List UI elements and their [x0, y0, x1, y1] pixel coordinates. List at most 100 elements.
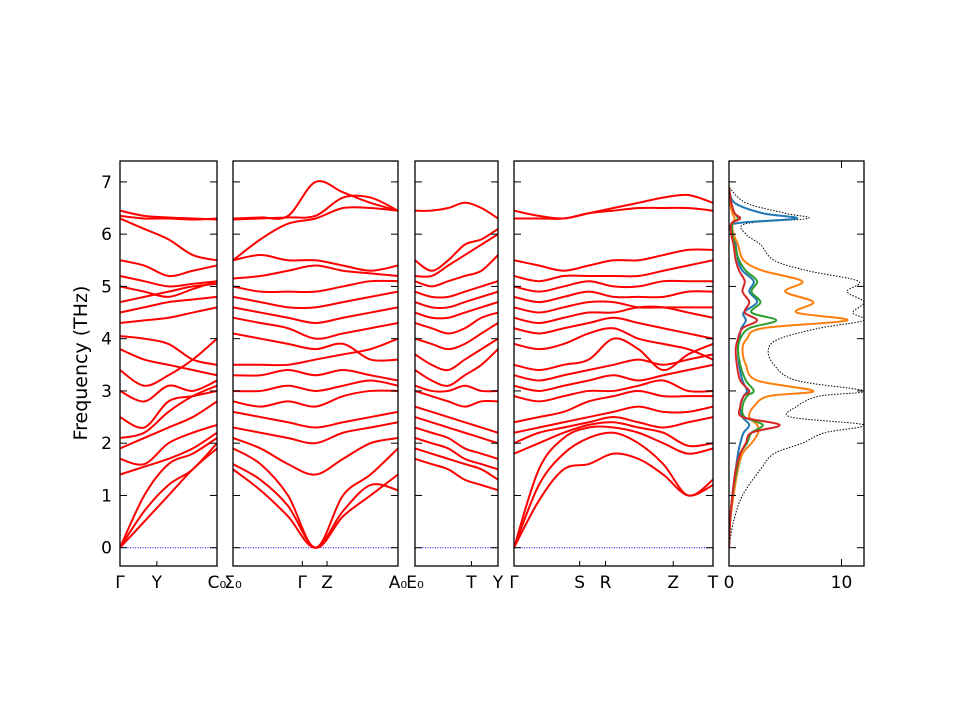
- phonon-band-17: [415, 233, 498, 278]
- phonon-band-10: [120, 337, 217, 387]
- y-tick-label: 7: [101, 173, 112, 193]
- phonon-band-11: [233, 332, 398, 362]
- phonon-band-4: [415, 426, 498, 460]
- panel-plot-area-3: [415, 201, 498, 549]
- phonon-band-1: [415, 457, 498, 492]
- panel-3: E₀ T Y: [406, 160, 504, 593]
- phonon-band-7: [415, 389, 498, 408]
- phonon-band-12: [415, 311, 498, 335]
- phonon-band-15: [233, 279, 398, 294]
- phonon-band-6: [514, 405, 713, 434]
- panel-frame: [728, 160, 865, 567]
- phonon-band-2: [415, 447, 498, 481]
- high-symmetry-label: Σ₀: [224, 573, 242, 593]
- high-symmetry-label: Z: [667, 573, 679, 593]
- phonon-band-3: [514, 425, 713, 549]
- phonon-band-10: [514, 353, 713, 382]
- y-tick-label: 1: [101, 486, 112, 506]
- phonon-band-2: [514, 431, 713, 549]
- phonon-band-3: [233, 447, 398, 549]
- high-symmetry-label: C₀: [208, 573, 227, 593]
- phonon-band-11: [415, 322, 498, 351]
- phonon-band-15: [514, 300, 713, 314]
- phonon-band-8: [233, 379, 398, 393]
- phonon-band-5: [120, 423, 217, 466]
- y-tick-label: 2: [101, 434, 112, 454]
- phonon-band-21: [120, 214, 217, 221]
- phonon-band-13: [514, 316, 713, 340]
- phonon-band-19: [415, 201, 498, 220]
- phonon-band-6: [233, 410, 398, 429]
- phonon-band-16: [415, 254, 498, 288]
- high-symmetry-label: Γ: [115, 573, 125, 593]
- y-tick-label: 5: [101, 277, 112, 297]
- high-symmetry-label: Y: [151, 573, 163, 593]
- x-tick-label: 10: [831, 573, 853, 593]
- phonon-band-12: [514, 327, 713, 361]
- total-dos-line: [729, 186, 864, 548]
- phonon-band-15: [120, 282, 217, 304]
- phonon-band-10: [415, 337, 498, 372]
- phonon-band-13: [415, 301, 498, 320]
- panel-plot-area-2: [233, 180, 398, 549]
- partial-dos-line-1: [729, 186, 798, 548]
- panel-plot-area-1: [120, 209, 217, 549]
- phonon-band-17: [120, 274, 217, 288]
- phonon-band-20: [514, 206, 713, 220]
- phonon-band-9: [415, 348, 498, 387]
- phonon-band-7: [233, 389, 398, 408]
- panel-frame: [513, 160, 714, 567]
- high-symmetry-label: Y: [492, 573, 504, 593]
- phonon-band-7: [120, 384, 217, 439]
- phonon-band-1: [514, 452, 713, 549]
- phonon-band-6: [415, 405, 498, 434]
- phonon-band-14: [514, 305, 713, 325]
- phonon-band-4: [514, 421, 713, 455]
- panel-plot-area-4: [514, 193, 713, 549]
- phonon-band-16: [233, 264, 398, 280]
- phonon-band-3: [120, 437, 217, 549]
- phonon-band-19: [120, 217, 217, 262]
- phonon-band-1: [233, 468, 398, 549]
- phonon-band-9: [514, 363, 713, 392]
- phonon-band-20: [233, 180, 398, 220]
- panel-plot-area-5: [729, 186, 864, 548]
- panel-frame: [119, 160, 218, 567]
- high-symmetry-label: Z: [321, 573, 333, 593]
- y-tick-label: 0: [101, 539, 112, 559]
- high-symmetry-label: S: [574, 573, 585, 593]
- panel-frame: [414, 160, 499, 567]
- phonon-band-5: [415, 416, 498, 445]
- high-symmetry-label: E₀: [406, 573, 424, 593]
- phonon-band-15: [415, 280, 498, 299]
- phonon-band-14: [415, 290, 498, 309]
- high-symmetry-label: T: [707, 573, 719, 593]
- phonon-band-5: [514, 416, 713, 445]
- panel-2: Σ₀ Γ Z A₀: [224, 160, 407, 593]
- phonon-band-11: [514, 337, 713, 372]
- phonon-band-16: [514, 290, 713, 304]
- phonon-band-9: [233, 369, 398, 382]
- phonon-band-17: [233, 254, 398, 272]
- phonon-band-2: [233, 463, 398, 549]
- phonon-band-4: [233, 436, 398, 476]
- phonon-band-13: [233, 306, 398, 325]
- panel-1: Γ Y C₀ 0 1 2 3 4 5 6 7: [101, 160, 227, 593]
- phonon-band-14: [120, 295, 217, 314]
- phonon-band-16: [120, 280, 217, 298]
- phonon-band-6: [120, 400, 217, 450]
- y-axis-label: Frequency (THz): [70, 286, 92, 441]
- x-tick-label: 0: [724, 573, 735, 593]
- phonon-band-8: [514, 379, 713, 403]
- high-symmetry-label: R: [600, 573, 612, 593]
- phonon-band-19: [233, 194, 398, 221]
- y-tick-label: 3: [101, 382, 112, 402]
- phonon-band-21: [514, 193, 713, 220]
- phonon-band-18: [233, 206, 398, 262]
- phonon-band-12: [120, 335, 217, 366]
- partial-dos-line-2: [729, 187, 849, 548]
- high-symmetry-label: T: [465, 573, 477, 593]
